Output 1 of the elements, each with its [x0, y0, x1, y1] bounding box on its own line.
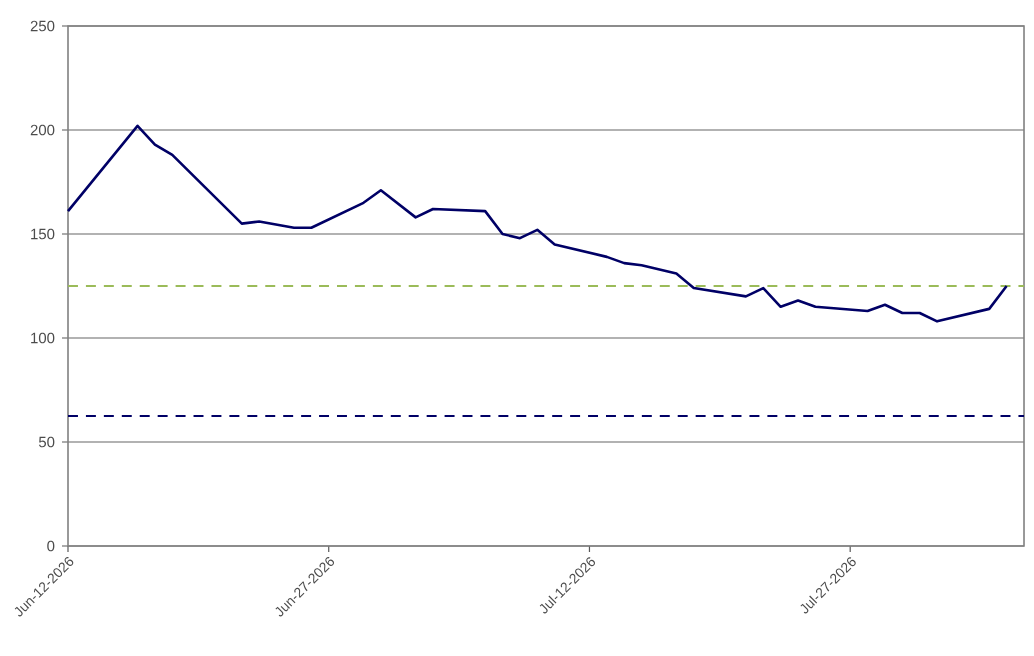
line-series — [66, 124, 1008, 323]
